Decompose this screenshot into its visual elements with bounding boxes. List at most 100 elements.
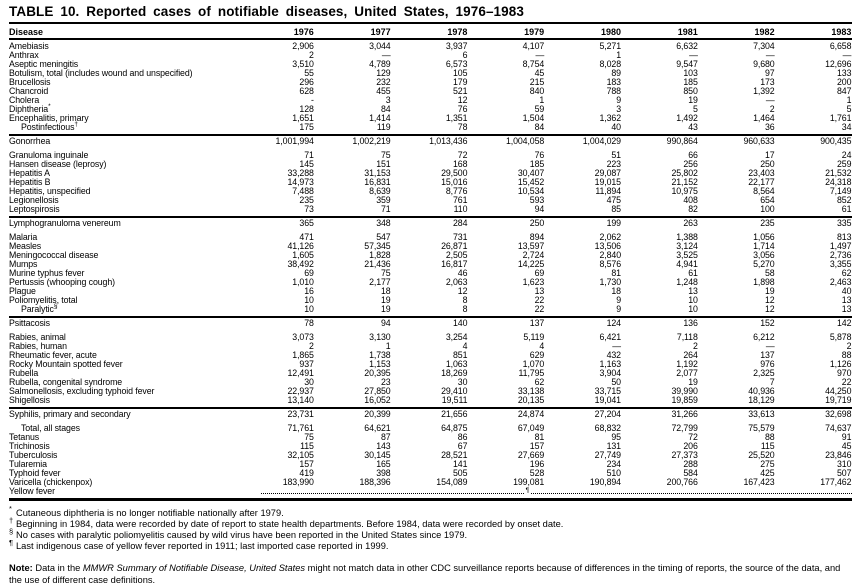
disease-cell: Shigellosis xyxy=(9,395,50,405)
value-cell: 66 xyxy=(688,150,698,160)
value-cell: 84 xyxy=(534,122,545,132)
disease-cell: Rubella xyxy=(9,368,39,378)
value-cell: 1,056 xyxy=(753,232,775,242)
value-cell: 8,564 xyxy=(753,186,775,196)
value-cell: 1,651 xyxy=(292,113,314,123)
value-cell: 5,878 xyxy=(829,332,852,342)
value-cell: 19,015 xyxy=(594,177,621,187)
table-row: Mumps 38,492 21,436 16,817 14,225 8,576 4,941 5… xyxy=(9,259,852,269)
value-cell: 27,373 xyxy=(671,450,698,460)
value-cell: 105 xyxy=(453,68,468,78)
value-cell: 2,063 xyxy=(445,277,468,287)
value-cell: 97 xyxy=(764,68,775,78)
value-cell: 26,871 xyxy=(441,241,468,251)
table-body: Amebiasis 2,906 3,044 3,937 4,107 5,271 6,632 7… xyxy=(9,41,853,496)
value-cell: 76 xyxy=(457,104,468,114)
value-cell: 6,632 xyxy=(676,41,698,51)
table-header-row: Disease 1976 1977 1978 1979 1980 1981 19… xyxy=(9,24,852,38)
value-cell: 59 xyxy=(534,104,545,114)
value-cell: 19,041 xyxy=(594,395,621,405)
value-cell: 20,395 xyxy=(364,368,391,378)
value-cell: — xyxy=(765,341,775,351)
value-cell: 115 xyxy=(300,441,314,451)
value-cell: 6,212 xyxy=(753,332,775,342)
value-cell: 199 xyxy=(606,218,621,228)
column-header-1977: 1977 xyxy=(370,27,391,37)
table-row: Leptospirosis 73 71 110 94 85 82 100 61 xyxy=(9,204,852,214)
value-cell: 1,004,058 xyxy=(505,136,545,146)
value-cell: 23,403 xyxy=(748,168,775,178)
value-cell: 1,004,029 xyxy=(582,136,621,146)
table-row: Hepatitis A 33,288 31,153 29,500 30,407 29,08… xyxy=(9,168,852,178)
value-cell: 10 xyxy=(304,304,314,314)
disease-cell: Granuloma inguinale xyxy=(9,150,89,160)
value-cell: 33,288 xyxy=(287,168,314,178)
value-cell: 3 xyxy=(616,104,621,114)
value-cell: 505 xyxy=(453,468,468,478)
value-cell: 223 xyxy=(606,159,621,169)
value-cell: 151 xyxy=(376,159,391,169)
column-header-1983: 1983 xyxy=(831,27,852,37)
disease-cell: Amebiasis xyxy=(9,41,49,51)
table-row: Tetanus 75 87 86 81 95 72 88 91 xyxy=(9,432,852,442)
value-cell: 72 xyxy=(688,432,698,442)
value-cell: 15,452 xyxy=(517,177,545,187)
value-cell: — xyxy=(842,50,852,60)
disease-cell: Rubella, congenital syndrome xyxy=(9,377,123,387)
value-cell: 34 xyxy=(841,122,852,132)
value-cell: 1,761 xyxy=(829,113,852,123)
value-cell: 296 xyxy=(299,77,314,87)
value-cell: 95 xyxy=(611,432,621,442)
value-cell: 9 xyxy=(616,304,621,314)
table-row: Encephalitis, primary 1,651 1,414 1,351 1,50… xyxy=(9,113,852,123)
table-row: Plague 16 18 12 13 18 13 19 40 xyxy=(9,286,852,296)
value-cell: 55 xyxy=(304,68,314,78)
value-cell: 2,840 xyxy=(599,250,621,260)
value-cell: 27,204 xyxy=(594,409,621,419)
value-cell: 31,266 xyxy=(671,409,698,419)
value-cell: 45 xyxy=(534,68,545,78)
value-cell: 13,597 xyxy=(517,241,545,251)
value-cell: 168 xyxy=(453,159,468,169)
value-cell: 11,894 xyxy=(595,186,621,196)
value-cell: 256 xyxy=(683,159,698,169)
table-row: Varicella (chickenpox) 183,990 188,396 154,… xyxy=(9,477,852,487)
value-cell: 731 xyxy=(453,232,468,242)
value-cell: 4,107 xyxy=(522,41,545,51)
value-cell: 1,623 xyxy=(522,277,545,287)
footnote-marker: * xyxy=(48,103,51,111)
value-cell: 7,488 xyxy=(292,186,314,196)
value-cell: 143 xyxy=(376,441,391,451)
value-cell: 3 xyxy=(385,95,391,105)
value-cell: 16,831 xyxy=(364,177,391,187)
value-cell: 976 xyxy=(760,359,775,369)
disease-cell: Lymphogranuloma venereum xyxy=(9,218,121,228)
value-cell: 75,579 xyxy=(748,423,775,433)
value-cell: 960,633 xyxy=(743,136,775,146)
value-cell: 20,399 xyxy=(364,409,391,419)
value-cell: 13 xyxy=(841,304,852,314)
value-cell: 75 xyxy=(304,432,314,442)
value-cell: 68,832 xyxy=(594,423,621,433)
value-cell: 19 xyxy=(688,377,698,387)
value-cell: 75 xyxy=(381,150,391,160)
value-cell: 3,937 xyxy=(445,41,468,51)
value-cell: 13 xyxy=(534,286,545,296)
value-cell: 1,865 xyxy=(292,350,314,360)
value-cell: 67 xyxy=(457,441,468,451)
table-row: Murine typhus fever 69 75 46 69 81 61 58 62 xyxy=(9,268,852,278)
value-cell: 4 xyxy=(539,341,545,351)
value-cell: 8,639 xyxy=(369,186,391,196)
disease-cell: Gonorrhea xyxy=(9,136,51,146)
value-cell: 10,975 xyxy=(671,186,698,196)
value-cell: 629 xyxy=(529,350,545,360)
value-cell: 1,248 xyxy=(676,277,698,287)
value-cell: 8,776 xyxy=(445,186,468,196)
table-row: Rabies, human 2 1 4 4 — 2 — 2 xyxy=(9,341,852,351)
value-cell: 6,421 xyxy=(599,332,621,342)
table-row: Diphtheria* 128 84 76 59 3 5 2 5 xyxy=(9,103,852,114)
table-row: Psittacosis 78 94 140 137 124 136 152 142 xyxy=(9,318,852,328)
value-cell: 16 xyxy=(304,286,314,296)
value-cell: 12 xyxy=(457,95,468,105)
table-row: Brucellosis 296 232 179 215 183 185 173 200 xyxy=(9,77,852,87)
